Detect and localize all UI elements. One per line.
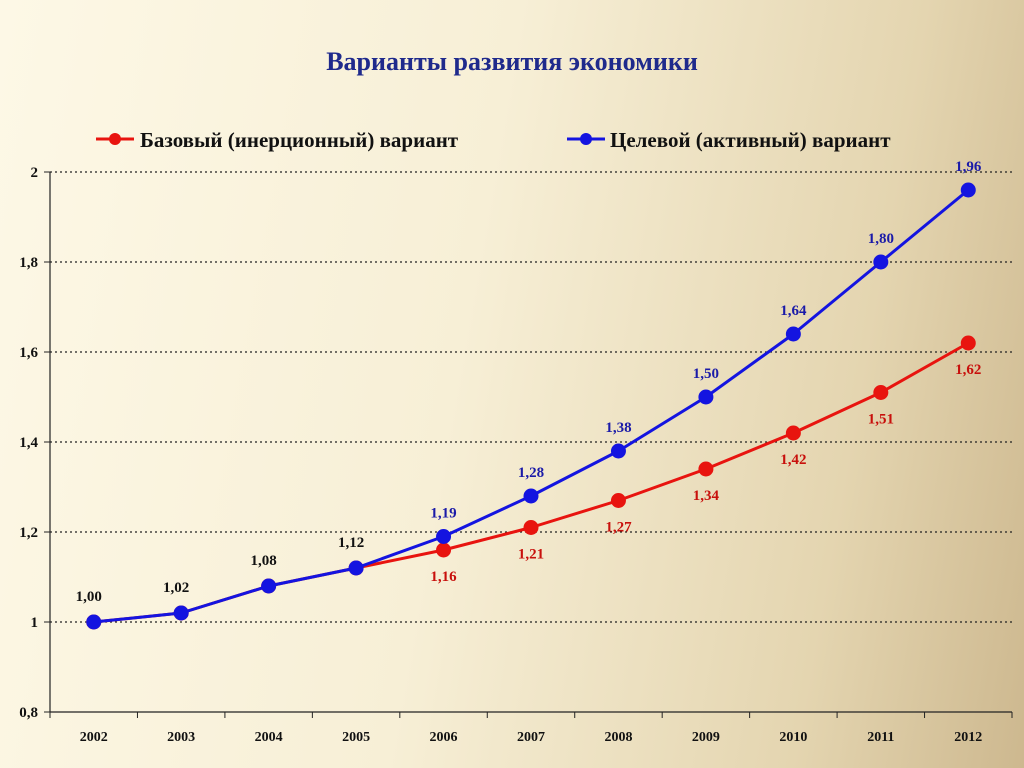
x-tick-label: 2012 bbox=[954, 730, 982, 745]
data-label-shared: 1,08 bbox=[251, 553, 277, 569]
data-point-target bbox=[523, 488, 539, 504]
x-tick-label: 2010 bbox=[779, 730, 807, 745]
y-tick-label: 1,6 bbox=[19, 345, 38, 361]
data-point-target bbox=[785, 326, 801, 342]
data-point-target bbox=[698, 389, 714, 405]
data-label-target: 1,64 bbox=[780, 303, 807, 319]
y-tick-label: 1,2 bbox=[19, 525, 38, 541]
data-label-target: 1,19 bbox=[430, 506, 456, 522]
data-label-shared: 1,12 bbox=[338, 535, 364, 551]
data-point-target bbox=[261, 578, 277, 594]
axes: 0,8 1 1,2 1,4 1,6 1,8 2 2002 2003 2004 2005 2006 200… bbox=[19, 165, 1013, 745]
data-label-base: 1,27 bbox=[605, 520, 632, 536]
data-label-shared: 1,00 bbox=[76, 589, 102, 605]
data-point-base bbox=[436, 542, 452, 558]
data-label-target: 1,28 bbox=[518, 465, 544, 481]
data-label-base: 1,51 bbox=[868, 412, 894, 428]
legend: Базовый (инерционный) вариант Целевой (а… bbox=[96, 128, 891, 152]
data-point-target bbox=[86, 614, 102, 630]
x-tick-label: 2005 bbox=[342, 730, 370, 745]
y-tick-label: 2 bbox=[31, 165, 39, 181]
data-point-base bbox=[873, 385, 889, 400]
data-label-base: 1,42 bbox=[780, 452, 806, 468]
data-label-target: 1,80 bbox=[868, 231, 894, 247]
data-point-target bbox=[173, 605, 189, 621]
data-labels: 1,16 1,21 1,27 1,34 1,42 1,51 1,62 1,19 1,28 1,38… bbox=[76, 159, 982, 605]
x-tick-label: 2009 bbox=[692, 730, 720, 745]
data-point-target bbox=[436, 529, 452, 544]
data-point-base bbox=[698, 461, 714, 477]
legend-label-target: Целевой (активный) вариант bbox=[610, 128, 891, 152]
data-point-base bbox=[523, 520, 539, 535]
data-label-base: 1,21 bbox=[518, 547, 544, 563]
legend-item-target: Целевой (активный) вариант bbox=[567, 128, 891, 152]
data-label-base: 1,34 bbox=[693, 488, 720, 504]
data-label-target: 1,50 bbox=[693, 366, 719, 382]
x-tick-label: 2002 bbox=[80, 730, 108, 745]
legend-item-base: Базовый (инерционный) вариант bbox=[96, 128, 459, 152]
data-point-base bbox=[785, 425, 801, 441]
y-tick-label: 0,8 bbox=[19, 705, 38, 721]
y-tick-label: 1,8 bbox=[19, 255, 38, 271]
legend-marker-base bbox=[109, 133, 121, 145]
data-label-base: 1,16 bbox=[430, 569, 457, 585]
plot-area bbox=[86, 182, 976, 630]
x-tick-label: 2011 bbox=[867, 730, 894, 745]
gridlines bbox=[50, 171, 1012, 623]
data-point-target bbox=[348, 560, 364, 576]
data-point-base bbox=[610, 493, 626, 508]
data-point-target bbox=[960, 182, 976, 198]
legend-marker-target bbox=[580, 133, 592, 145]
x-tick-label: 2004 bbox=[255, 730, 283, 745]
data-label-target: 1,38 bbox=[605, 420, 631, 436]
data-label-base: 1,62 bbox=[955, 362, 981, 378]
legend-label-base: Базовый (инерционный) вариант bbox=[140, 128, 459, 152]
data-point-target bbox=[610, 443, 626, 459]
x-tick-label: 2006 bbox=[430, 730, 458, 745]
data-point-base bbox=[960, 335, 976, 351]
data-point-target bbox=[873, 254, 889, 270]
x-tick-label: 2003 bbox=[167, 730, 195, 745]
data-label-shared: 1,02 bbox=[163, 580, 189, 596]
chart-title: Варианты развития экономики bbox=[326, 47, 698, 76]
data-label-target: 1,96 bbox=[955, 159, 982, 175]
x-tick-label: 2007 bbox=[517, 730, 545, 745]
series-line-base bbox=[93, 341, 970, 624]
x-tick-label: 2008 bbox=[604, 730, 632, 745]
y-tick-label: 1,4 bbox=[19, 435, 38, 451]
y-tick-label: 1 bbox=[31, 615, 39, 631]
